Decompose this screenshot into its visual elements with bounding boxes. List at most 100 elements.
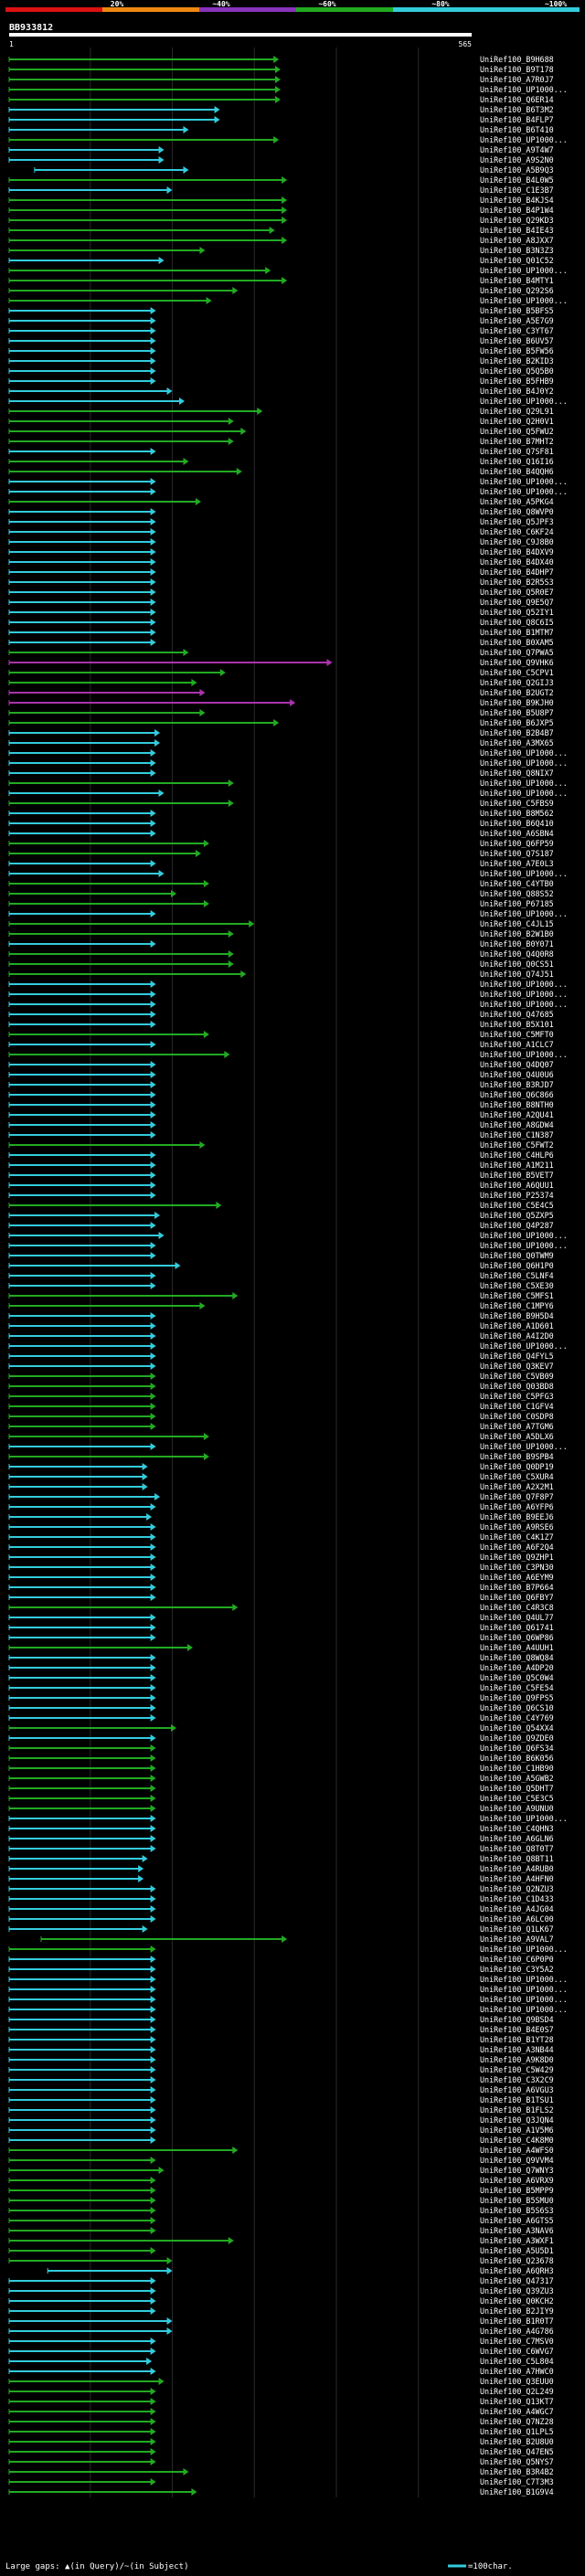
hit-label[interactable]: UniRef100_A4I2D0	[480, 1331, 554, 1341]
hit-label[interactable]: UniRef100_B8NTH0	[480, 1100, 554, 1109]
hit-label[interactable]: UniRef100_UP1000...	[480, 789, 568, 798]
hit-label[interactable]: UniRef100_C6KF24	[480, 527, 554, 536]
hit-row[interactable]: UniRef100_B9H5D4	[8, 1311, 554, 1320]
hit-row[interactable]: UniRef100_C5XE30	[8, 1281, 554, 1290]
hit-label[interactable]: UniRef100_UP1000...	[480, 909, 568, 918]
hit-row[interactable]: UniRef100_Q292S6	[8, 286, 554, 295]
hit-label[interactable]: UniRef100_Q1LPL5	[480, 2427, 554, 2436]
hit-row[interactable]: UniRef100_B6Q410	[8, 819, 554, 828]
hit-row[interactable]: UniRef100_UP1000...	[8, 1995, 568, 2004]
hit-label[interactable]: UniRef100_A6GTS5	[480, 2216, 554, 2225]
hit-row[interactable]: UniRef100_Q6ER14	[8, 95, 554, 104]
hit-label[interactable]: UniRef100_Q4UL77	[480, 1613, 554, 1622]
hit-label[interactable]: UniRef100_A3WXF1	[480, 2236, 554, 2245]
hit-label[interactable]: UniRef100_A3MX65	[480, 738, 554, 747]
hit-label[interactable]: UniRef100_B9H688	[480, 55, 554, 64]
hit-row[interactable]: UniRef100_C1D433	[8, 1894, 554, 1903]
hit-label[interactable]: UniRef100_A4HFN0	[480, 1874, 554, 1883]
hit-row[interactable]: UniRef100_C3PN30	[8, 1563, 554, 1572]
hit-label[interactable]: UniRef100_Q88S52	[480, 889, 554, 898]
hit-row[interactable]: UniRef100_UP1000...	[8, 980, 568, 989]
hit-label[interactable]: UniRef100_B4QQH6	[480, 467, 554, 476]
hit-row[interactable]: UniRef100_Q03BD8	[8, 1382, 554, 1391]
hit-label[interactable]: UniRef100_C1N387	[480, 1130, 554, 1140]
hit-label[interactable]: UniRef100_Q7WNY3	[480, 2166, 554, 2175]
hit-row[interactable]: UniRef100_UP1000...	[8, 990, 568, 999]
hit-label[interactable]: UniRef100_C5XE30	[480, 1281, 554, 1290]
hit-row[interactable]: UniRef100_C1E3B7	[8, 186, 554, 195]
hit-row[interactable]: UniRef100_C5E3C5	[8, 1794, 554, 1803]
hit-row[interactable]: UniRef100_Q2H0V1	[8, 417, 554, 426]
hit-label[interactable]: UniRef100_Q7PWA5	[480, 648, 554, 657]
hit-row[interactable]: UniRef100_Q3EUU0	[8, 2377, 554, 2386]
hit-row[interactable]: UniRef100_C6KF24	[8, 527, 554, 536]
hit-label[interactable]: UniRef100_Q8BT11	[480, 1854, 554, 1863]
hit-label[interactable]: UniRef100_A6VRX9	[480, 2176, 554, 2185]
hit-row[interactable]: UniRef100_B0Y071	[8, 939, 554, 949]
hit-row[interactable]: UniRef100_A4UUH1	[8, 1643, 554, 1652]
hit-label[interactable]: UniRef100_C1MPY6	[480, 1301, 554, 1310]
hit-row[interactable]: UniRef100_B5S6S3	[8, 2206, 554, 2215]
hit-label[interactable]: UniRef100_A9UNU0	[480, 1804, 554, 1813]
hit-label[interactable]: UniRef100_B4KJS4	[480, 196, 554, 205]
hit-row[interactable]: UniRef100_B8NTH0	[8, 1100, 554, 1109]
hit-label[interactable]: UniRef100_UP1000...	[480, 477, 568, 486]
hit-row[interactable]: UniRef100_A6GLN6	[8, 1834, 554, 1843]
hit-label[interactable]: UniRef100_A4DP20	[480, 1663, 554, 1672]
hit-label[interactable]: UniRef100_C4R3C8	[480, 1603, 554, 1612]
hit-label[interactable]: UniRef100_Q4DQ07	[480, 1060, 554, 1069]
hit-label[interactable]: UniRef100_Q01C52	[480, 256, 554, 265]
hit-row[interactable]: UniRef100_A7R0J7	[8, 75, 554, 84]
hit-label[interactable]: UniRef100_A6QRH3	[480, 2266, 554, 2275]
hit-row[interactable]: UniRef100_B7P664	[8, 1583, 554, 1592]
hit-label[interactable]: UniRef100_Q7S187	[480, 849, 554, 858]
hit-row[interactable]: UniRef100_C4HLP6	[8, 1150, 554, 1160]
hit-row[interactable]: UniRef100_UP1000...	[8, 909, 568, 918]
hit-row[interactable]: UniRef100_C1HB90	[8, 1764, 554, 1773]
hit-label[interactable]: UniRef100_C1HB90	[480, 1764, 554, 1773]
hit-label[interactable]: UniRef100_C4Y769	[480, 1713, 554, 1723]
hit-row[interactable]: UniRef100_A3NAV6	[8, 2226, 554, 2235]
hit-row[interactable]: UniRef100_Q4P287	[8, 1221, 554, 1230]
hit-row[interactable]: UniRef100_Q6CS10	[8, 1703, 554, 1712]
hit-row[interactable]: UniRef100_B2B4B7	[8, 728, 554, 737]
hit-label[interactable]: UniRef100_B4E0S7	[480, 2025, 554, 2034]
hit-row[interactable]: UniRef100_Q39ZU3	[8, 2286, 554, 2295]
hit-row[interactable]: UniRef100_Q7WNY3	[8, 2166, 554, 2175]
hit-label[interactable]: UniRef100_UP1000...	[480, 1995, 568, 2004]
hit-label[interactable]: UniRef100_UP1000...	[480, 1050, 568, 1059]
hit-label[interactable]: UniRef100_Q1LK67	[480, 1924, 554, 1934]
hit-row[interactable]: UniRef100_A1V5M6	[8, 2125, 554, 2135]
hit-row[interactable]: UniRef100_A6GTS5	[8, 2216, 554, 2225]
hit-row[interactable]: UniRef100_B6T3M2	[8, 105, 554, 114]
hit-row[interactable]: UniRef100_UP1000...	[8, 1341, 568, 1351]
hit-row[interactable]: UniRef100_B6UV57	[8, 336, 554, 345]
hit-row[interactable]: UniRef100_A3MX65	[8, 738, 554, 747]
hit-row[interactable]: UniRef100_Q1LK67	[8, 1924, 554, 1934]
hit-label[interactable]: UniRef100_Q2GIJ3	[480, 678, 554, 687]
hit-label[interactable]: UniRef100_C4JL15	[480, 919, 554, 928]
hit-label[interactable]: UniRef100_B6Q410	[480, 819, 554, 828]
hit-row[interactable]: UniRef100_C1MPY6	[8, 1301, 554, 1310]
hit-row[interactable]: UniRef100_Q01C52	[8, 256, 554, 265]
hit-row[interactable]: UniRef100_Q2L249	[8, 2387, 554, 2396]
hit-row[interactable]: UniRef100_P67185	[8, 899, 554, 908]
hit-label[interactable]: UniRef100_B3RJD7	[480, 1080, 554, 1089]
hit-row[interactable]: UniRef100_Q1LPL5	[8, 2427, 554, 2436]
hit-label[interactable]: UniRef100_UP1000...	[480, 1341, 568, 1351]
hit-label[interactable]: UniRef100_C4YTB0	[480, 879, 554, 888]
hit-label[interactable]: UniRef100_Q5Q5B0	[480, 366, 554, 376]
hit-row[interactable]: UniRef100_B7MHT2	[8, 437, 554, 446]
hit-label[interactable]: UniRef100_A4RUB0	[480, 1864, 554, 1873]
hit-label[interactable]: UniRef100_C3Y5A2	[480, 1965, 554, 1974]
hit-row[interactable]: UniRef100_B2W1B0	[8, 929, 554, 938]
hit-label[interactable]: UniRef100_A3NB44	[480, 2045, 554, 2054]
hit-label[interactable]: UniRef100_Q0DP19	[480, 1462, 554, 1471]
hit-label[interactable]: UniRef100_A2QU41	[480, 1110, 554, 1119]
hit-label[interactable]: UniRef100_C6WVG7	[480, 2347, 554, 2356]
hit-row[interactable]: UniRef100_Q8T0T7	[8, 1844, 554, 1853]
hit-row[interactable]: UniRef100_C4K8M0	[8, 2136, 554, 2145]
hit-row[interactable]: UniRef100_C5FBS9	[8, 799, 554, 808]
hit-row[interactable]: UniRef100_C5XUR4	[8, 1472, 554, 1481]
hit-row[interactable]: UniRef100_A5B9Q3	[34, 165, 554, 175]
